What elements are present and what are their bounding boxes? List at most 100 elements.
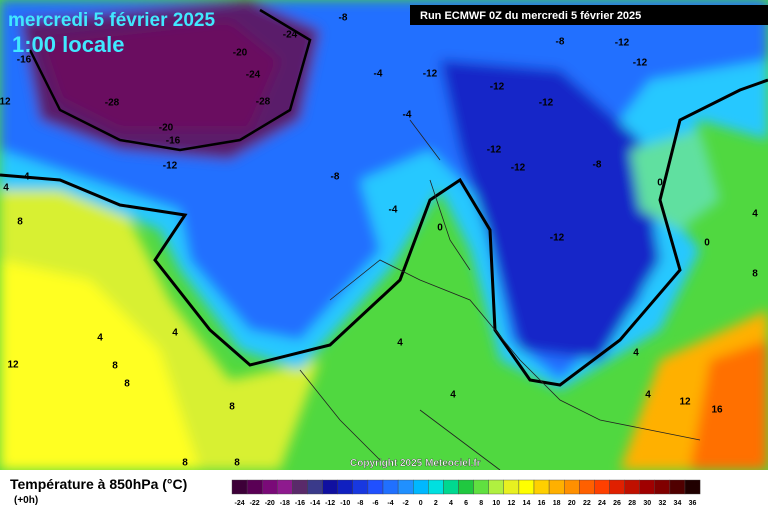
color-swatch (473, 479, 489, 495)
local-time: 1:00 locale (12, 32, 125, 57)
colorbar-label: 36 (689, 500, 697, 507)
color-swatch (518, 479, 535, 495)
contour-label: 4 (97, 333, 103, 344)
color-swatch (458, 479, 474, 495)
colorbar-label: 30 (643, 500, 651, 507)
colorbar-label: -14 (310, 500, 320, 507)
contour-label: -4 (403, 110, 412, 121)
contour-label: -8 (593, 160, 602, 171)
contour-label: 4 (397, 338, 403, 349)
colorbar-label: 16 (538, 500, 546, 507)
color-swatch (307, 479, 323, 495)
contour-label: 0 (704, 238, 710, 249)
colorbar-label: 10 (492, 500, 500, 507)
colorbar-label: 18 (553, 500, 561, 507)
contour-label: 4 (645, 390, 651, 401)
run-box (410, 5, 768, 25)
contour-label: 4 (752, 209, 758, 220)
colorbar-label: -10 (340, 500, 350, 507)
colorbar-label: 28 (628, 500, 636, 507)
copyright: Copyright 2025 Meteociel.fr (350, 458, 481, 469)
contour-label: -12 (163, 161, 178, 172)
color-swatch (684, 479, 701, 495)
contour-label: -12 (633, 58, 648, 69)
colorbar-label: -12 (325, 500, 335, 507)
legend-title: Température à 850hPa (°C) (10, 476, 187, 492)
contour-label: 4 (3, 183, 9, 194)
contour-label: 8 (234, 458, 240, 469)
run-info: Run ECMWF 0Z du mercredi 5 février 2025 (420, 10, 641, 22)
contour-label: 8 (17, 217, 23, 228)
contour-label: -12 (511, 163, 526, 174)
colorbar-label: -18 (280, 500, 290, 507)
color-swatch (337, 479, 354, 495)
colorbar-label: 22 (583, 500, 591, 507)
color-swatch (579, 479, 595, 495)
contour-label: -4 (374, 69, 383, 80)
colorbar-label: 12 (507, 500, 515, 507)
contour-label: -4 (389, 205, 398, 216)
color-swatch (594, 479, 610, 495)
colorbar-label: -20 (265, 500, 275, 507)
colorbar-label: -4 (387, 500, 393, 507)
colorbar-label: -6 (372, 500, 378, 507)
contour-label: -20 (233, 48, 248, 59)
color-swatch (654, 479, 671, 495)
contour-label: -24 (246, 70, 261, 81)
color-swatch (548, 479, 565, 495)
color-swatch (382, 479, 399, 495)
colorbar-label: 6 (464, 500, 468, 507)
color-swatch (533, 479, 550, 495)
colorbar-label: -8 (357, 500, 363, 507)
contour-label: 8 (229, 402, 235, 413)
colorbar-label: 24 (598, 500, 606, 507)
color-swatch (322, 479, 338, 495)
colorbar-label: -24 (234, 500, 244, 507)
contour-label: 8 (112, 361, 118, 372)
contour-label: 4 (450, 390, 456, 401)
colorbar-label: -16 (295, 500, 305, 507)
lead-time: (+0h) (14, 495, 38, 506)
colorbar-label: 0 (419, 500, 423, 507)
contour-label: 0 (657, 178, 663, 189)
contour-label: 8 (124, 379, 130, 390)
contour-label: -12 (490, 82, 505, 93)
contour-label: -20 (159, 123, 174, 134)
contour-label: 12 (679, 397, 691, 408)
colorbar-label: 34 (674, 500, 682, 507)
colorbar-label: 4 (449, 500, 453, 507)
contour-label: -12 (615, 38, 630, 49)
contour-label: 8 (182, 458, 188, 469)
colorbar-label: 14 (523, 500, 531, 507)
color-swatch (231, 479, 248, 495)
color-swatch (488, 479, 505, 495)
contour-label: -28 (105, 98, 120, 109)
contour-label: 4 (633, 348, 639, 359)
colorbar-label: 26 (613, 500, 621, 507)
contour-label: -12 (487, 145, 502, 156)
color-swatch (367, 479, 384, 495)
contour-label: 16 (711, 405, 723, 416)
contour-label: -16 (166, 136, 181, 147)
color-swatch (609, 479, 625, 495)
contour-labels: -8 -24 -20 -24 -28 -28 -16 12 -20 -16 -12 -4 -4 -12 -8… (0, 13, 758, 469)
temperature-field (0, 0, 768, 471)
contour-label: -16 (17, 55, 32, 66)
color-swatch (352, 479, 369, 495)
color-swatch (428, 479, 444, 495)
contour-label: -4 (21, 172, 30, 183)
colorbar-label: -22 (250, 500, 260, 507)
colorbar-label: 8 (479, 500, 483, 507)
contour-label: -8 (556, 37, 565, 48)
color-swatch (292, 479, 308, 495)
color-swatch (503, 479, 520, 495)
contour-label: 0 (437, 223, 443, 234)
contour-label: 8 (752, 269, 758, 280)
color-swatch (443, 479, 459, 495)
contour-label: -8 (331, 172, 340, 183)
colorbar-label: 20 (568, 500, 576, 507)
color-swatch (564, 479, 580, 495)
contour-label: -12 (550, 233, 565, 244)
contour-label: -8 (339, 13, 348, 24)
